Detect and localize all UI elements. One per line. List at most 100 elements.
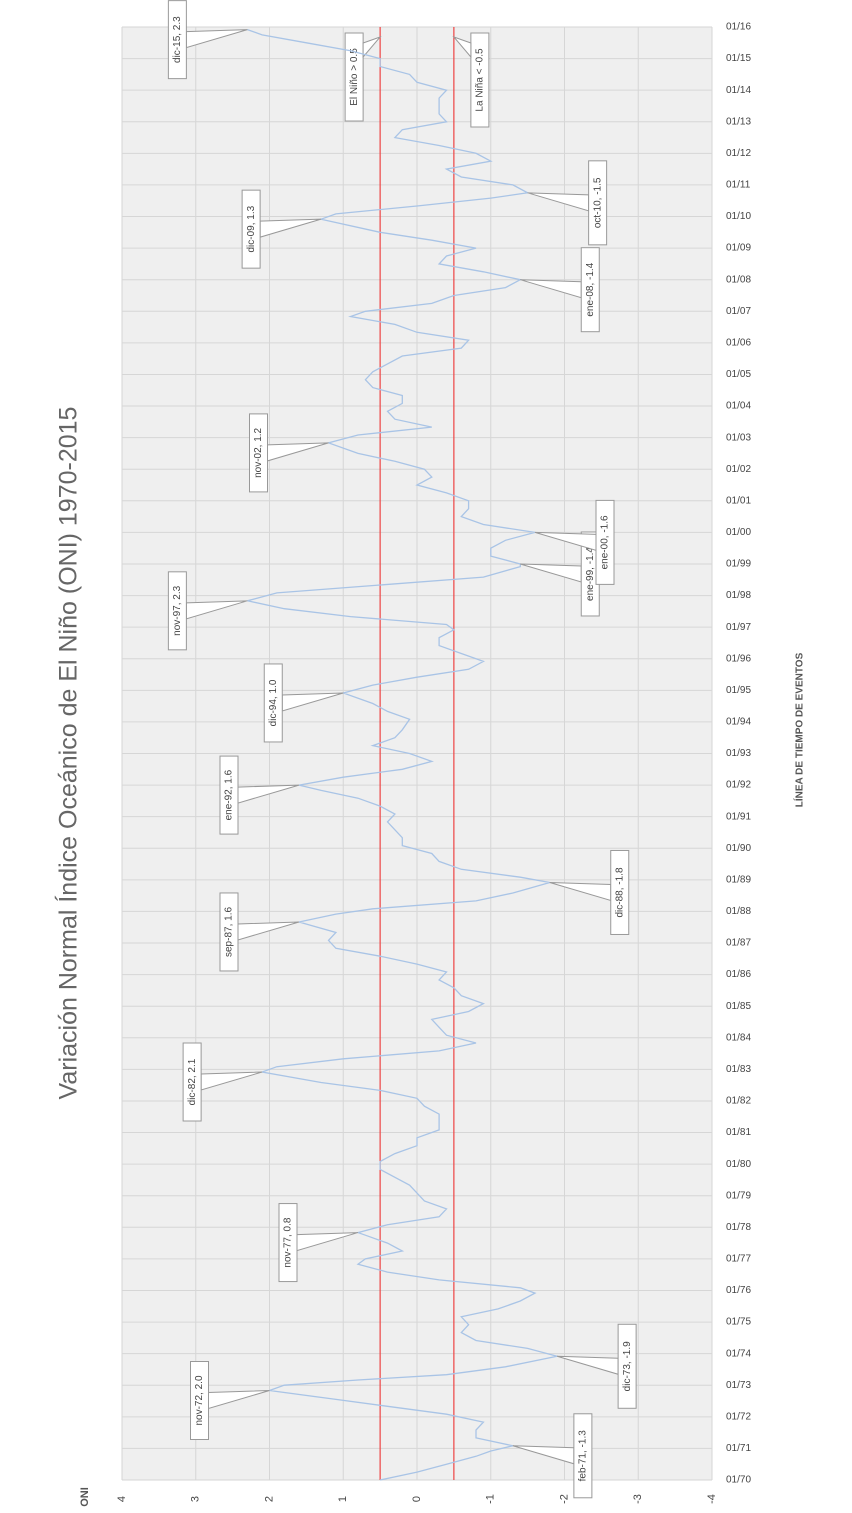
x-tick-label: 01/71: [726, 1443, 751, 1454]
x-tick-label: 01/95: [726, 685, 751, 696]
x-tick-label: 01/16: [726, 22, 751, 33]
callout-label: nov-77, 0.8: [283, 1217, 294, 1267]
y-tick-label: -1: [485, 1494, 497, 1504]
x-tick-label: 01/75: [726, 1317, 751, 1328]
x-tick-label: 01/01: [726, 495, 751, 506]
x-tick-label: 01/88: [726, 906, 751, 917]
callout-label: sep-87, 1.6: [224, 907, 235, 957]
x-tick-label: 01/15: [726, 53, 751, 64]
reference-label-box: [344, 32, 364, 122]
callout-box: [588, 160, 608, 246]
callout-label: dic-15, 2.3: [172, 16, 183, 63]
callout-label: oct-10, -1.5: [592, 177, 603, 228]
x-tick-label: 01/02: [726, 464, 751, 475]
x-tick-label: 01/94: [726, 717, 751, 728]
x-tick-label: 01/93: [726, 748, 751, 759]
callout-box: [580, 247, 600, 333]
x-tick-label: 01/92: [726, 780, 751, 791]
x-tick-label: 01/78: [726, 1222, 751, 1233]
callout-label: dic-82, 2.1: [187, 1058, 198, 1105]
x-tick-label: 01/77: [726, 1254, 751, 1265]
rotated-chart: Variación Normal Índice Oceánico de El N…: [54, 0, 806, 1507]
callout-box: [249, 413, 268, 493]
x-tick-label: 01/86: [726, 969, 751, 980]
callout-box: [610, 849, 630, 935]
y-tick-label: 0: [411, 1496, 423, 1502]
reference-label-box: [470, 32, 490, 128]
callout-label: ene-99, -1.4: [585, 547, 596, 601]
x-tick-label: 01/05: [726, 369, 751, 380]
x-tick-label: 01/03: [726, 432, 751, 443]
y-tick-label: -2: [558, 1494, 570, 1504]
x-tick-label: 01/73: [726, 1380, 751, 1391]
callout-label: nov-97, 2.3: [172, 585, 183, 635]
x-tick-label: 01/70: [726, 1475, 751, 1486]
x-tick-label: 01/82: [726, 1096, 751, 1107]
x-tick-label: 01/12: [726, 148, 751, 159]
callout-label: ene-00, -1.6: [600, 515, 611, 569]
callout-box: [263, 663, 283, 743]
y-tick-label: 3: [190, 1496, 202, 1502]
x-tick-label: 01/79: [726, 1190, 751, 1201]
callout-box: [167, 571, 187, 651]
reference-label: El Niño > 0.5: [349, 48, 360, 106]
oni-line: [247, 28, 558, 1481]
y-tick-label: 1: [337, 1496, 349, 1502]
x-tick-label: 01/85: [726, 1001, 751, 1012]
x-tick-label: 01/72: [726, 1411, 751, 1422]
x-tick-label: 01/83: [726, 1064, 751, 1075]
x-tick-label: 01/04: [726, 401, 751, 412]
x-tick-label: 01/97: [726, 622, 751, 633]
callout-label: nov-72, 2.0: [194, 1375, 205, 1425]
x-axis-title: LÍNEA DE TIEMPO DE EVENTOS: [793, 652, 806, 807]
x-tick-label: 01/90: [726, 843, 751, 854]
y-tick-label: -4: [706, 1494, 718, 1504]
callout-box: [241, 189, 261, 269]
x-tick-label: 01/10: [726, 211, 751, 222]
y-axis-title: ONI: [79, 1487, 91, 1507]
x-tick-label: 01/14: [726, 85, 751, 96]
x-tick-label: 01/74: [726, 1348, 751, 1359]
callout-label: nov-02, 1.2: [253, 427, 264, 477]
reference-label-pointer: [452, 35, 472, 59]
x-tick-label: 01/91: [726, 811, 751, 822]
callout-box: [617, 1323, 637, 1409]
x-tick-label: 01/00: [726, 527, 751, 538]
callout-label: ene-08, -1.4: [585, 262, 596, 316]
callout-box: [278, 1203, 298, 1283]
chart-title: Variación Normal Índice Oceánico de El N…: [54, 407, 83, 1100]
x-tick-label: 01/89: [726, 874, 751, 885]
x-tick-label: 01/81: [726, 1127, 751, 1138]
callout-label: dic-94, 1.0: [268, 679, 279, 726]
reference-label: La Niña < -0.5: [475, 48, 486, 112]
x-tick-label: 01/98: [726, 590, 751, 601]
x-tick-label: 01/80: [726, 1159, 751, 1170]
x-tick-label: 01/09: [726, 243, 751, 254]
callout-box: [182, 1042, 202, 1122]
x-tick-label: 01/96: [726, 653, 751, 664]
x-tick-label: 01/06: [726, 338, 751, 349]
x-tick-label: 01/84: [726, 1032, 751, 1043]
x-tick-label: 01/87: [726, 938, 751, 949]
y-tick-label: -3: [632, 1494, 644, 1504]
x-tick-label: 01/99: [726, 559, 751, 570]
x-tick-label: 01/08: [726, 274, 751, 285]
y-tick-label: 4: [116, 1496, 128, 1502]
callout-box: [190, 1361, 209, 1441]
callout-label: ene-92, 1.6: [224, 769, 235, 820]
callout-label: dic-09, 1.3: [246, 205, 257, 252]
callout-label: dic-88, -1.8: [614, 867, 625, 917]
x-tick-label: 01/11: [726, 180, 751, 191]
callout-box: [219, 892, 239, 972]
y-tick-label: 2: [263, 1496, 275, 1502]
callout-box: [167, 0, 187, 80]
x-tick-label: 01/07: [726, 306, 751, 317]
callout-box: [595, 499, 615, 585]
callout-label: feb-71, -1.3: [578, 1430, 589, 1482]
callout-box: [219, 755, 239, 835]
x-tick-label: 01/76: [726, 1285, 751, 1296]
callout-box: [573, 1413, 593, 1499]
callout-label: dic-73, -1.9: [622, 1341, 633, 1391]
